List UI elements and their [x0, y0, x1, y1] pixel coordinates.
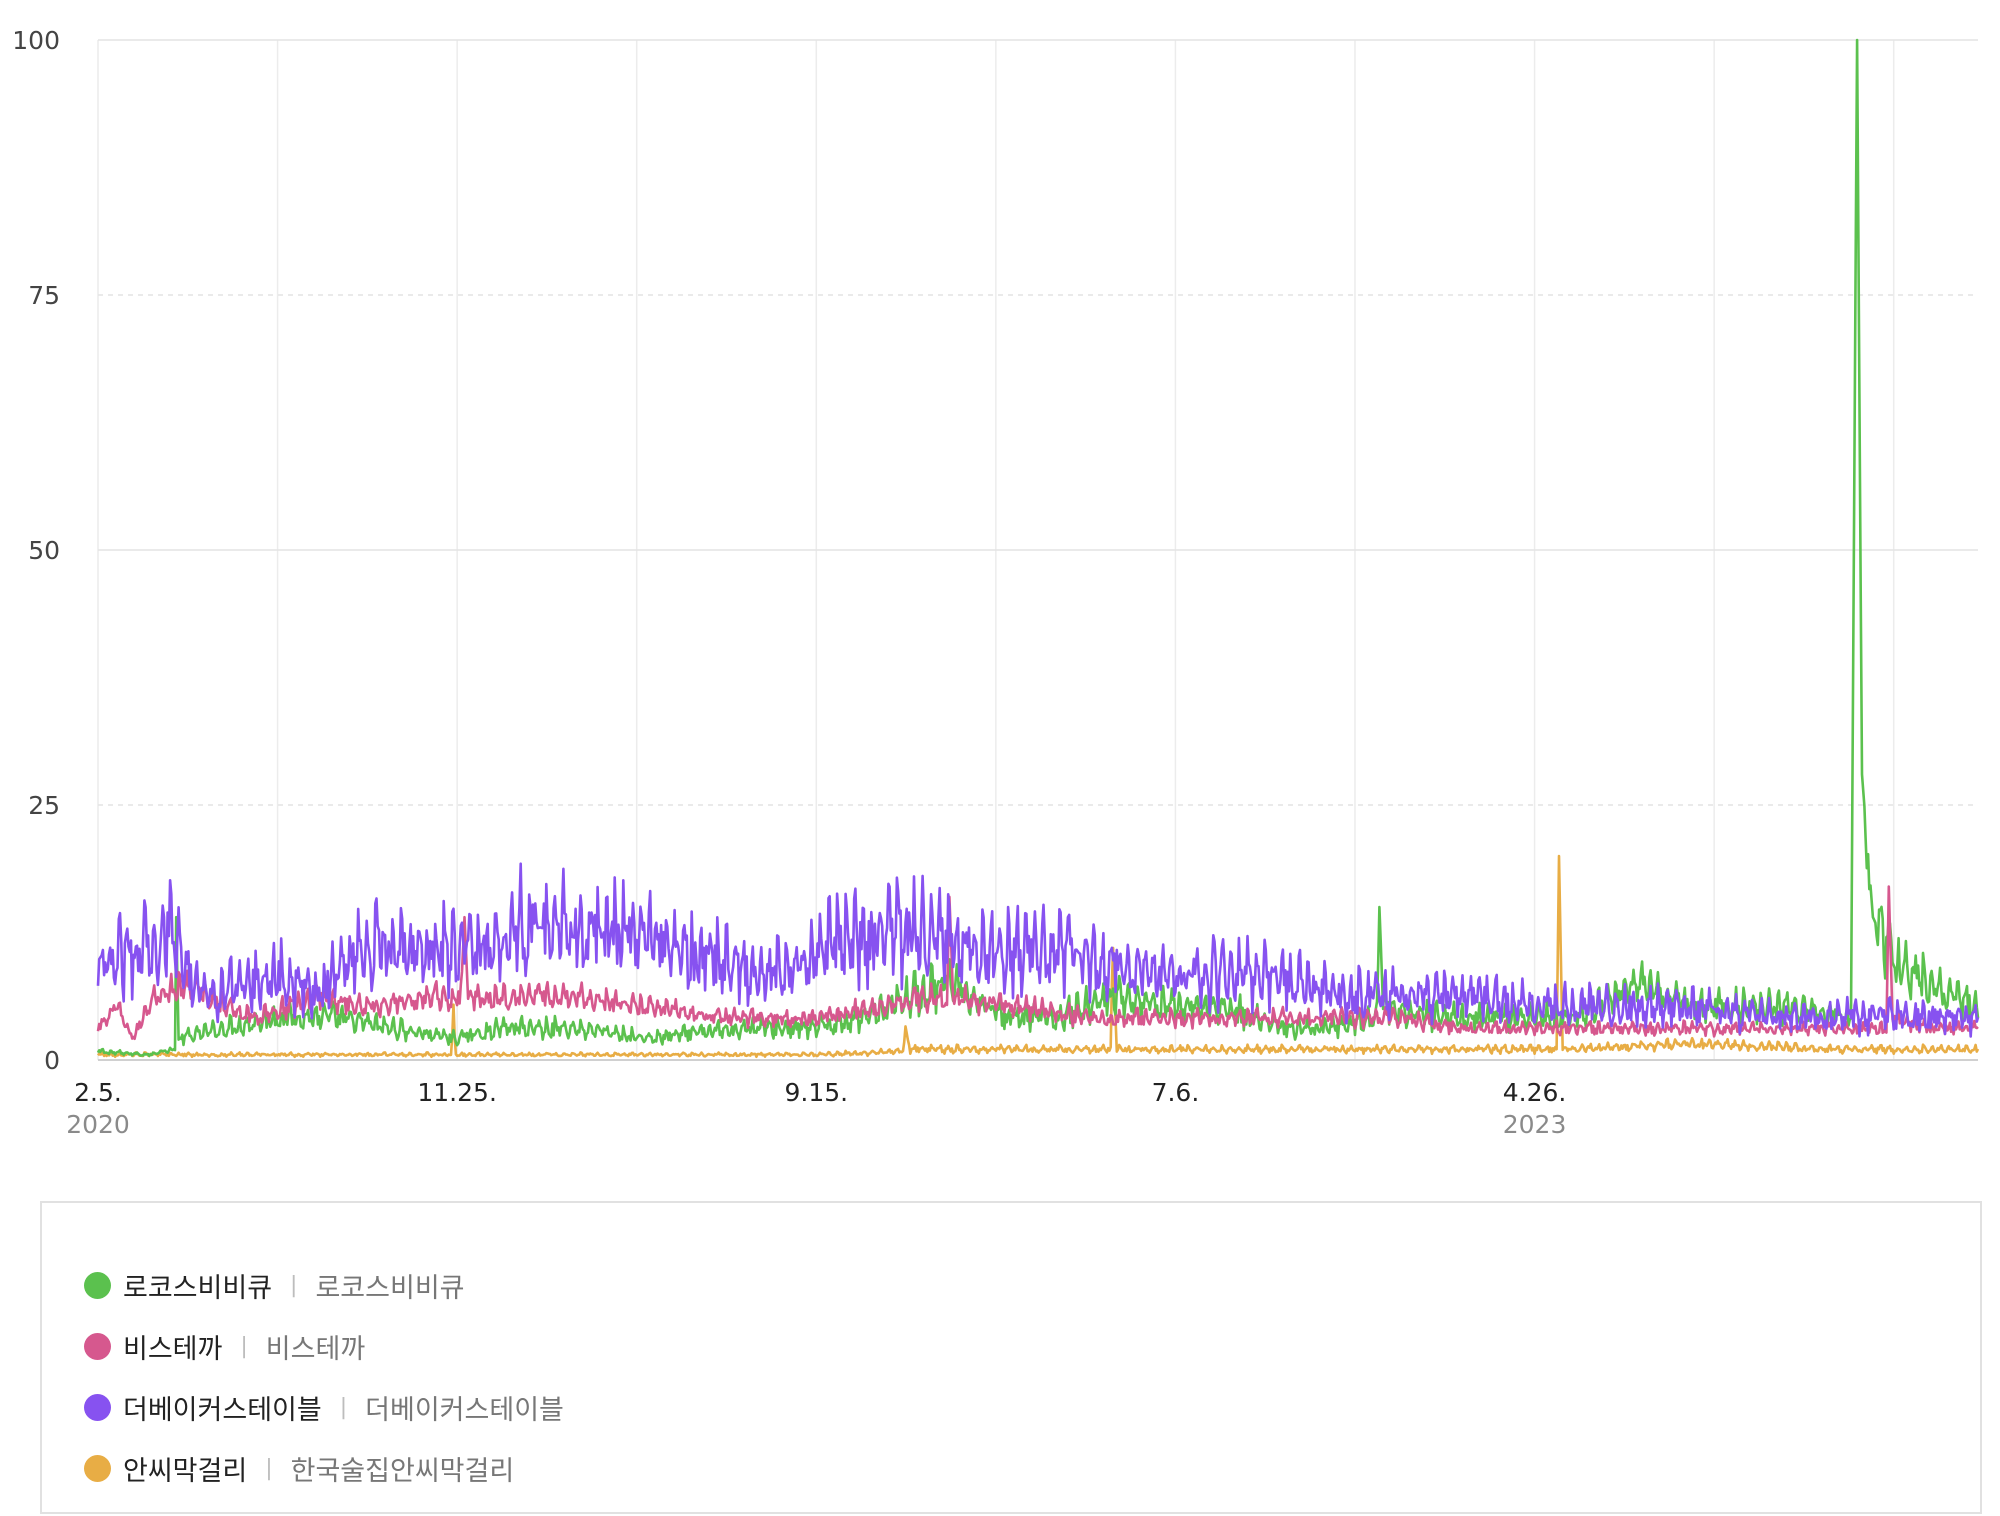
trend-chart: 0 25 50 75 100 2.5. 2020 11.25. 9.15. 7.6. 4.26. 20… — [12, 26, 1980, 1139]
y-tick-label: 0 — [44, 1046, 60, 1075]
legend-item[interactable]: 안씨막걸리 | 한국술집안씨막걸리 — [84, 1448, 514, 1488]
legend-name: 더베이커스테이블 — [123, 1394, 322, 1426]
legend-keyword: 비스테까 — [265, 1333, 366, 1365]
legend-separator: | — [240, 1333, 248, 1359]
legend-separator: | — [339, 1394, 348, 1420]
y-tick-label: 100 — [12, 26, 60, 55]
x-tick-label: 4.26. — [1503, 1078, 1567, 1107]
legend-dot — [84, 1393, 111, 1421]
x-tick-label: 11.25. — [417, 1078, 497, 1107]
series-lines — [96, 38, 1980, 1059]
series-line — [96, 862, 1980, 1038]
series-line — [97, 854, 1980, 1059]
legend-name: 로코스비비큐 — [123, 1272, 273, 1304]
legend-dot — [84, 1454, 111, 1482]
legend-item[interactable]: 로코스비비큐 | 로코스비비큐 — [84, 1265, 465, 1305]
y-tick-label: 25 — [28, 791, 60, 820]
grid — [97, 39, 1978, 1061]
series-line — [96, 38, 1980, 1058]
x-tick-year: 2020 — [66, 1110, 130, 1139]
series-line — [96, 885, 1979, 1041]
y-tick-label: 75 — [28, 281, 60, 310]
legend-keyword: 로코스비비큐 — [315, 1272, 465, 1304]
legend-keyword: 한국술집안씨막걸리 — [290, 1455, 515, 1487]
legend-name: 비스테까 — [123, 1333, 223, 1365]
legend-name: 안씨막걸리 — [123, 1455, 248, 1487]
legend-dot — [84, 1332, 111, 1360]
legend-item[interactable]: 비스테까 | 비스테까 — [84, 1326, 365, 1366]
x-tick-year: 2023 — [1503, 1110, 1567, 1139]
legend-separator: | — [290, 1272, 298, 1298]
x-tick-label: 7.6. — [1152, 1078, 1200, 1107]
legend-separator: | — [265, 1455, 273, 1481]
legend-item[interactable]: 더베이커스테이블 | 더베이커스테이블 — [84, 1387, 564, 1427]
y-tick-label: 50 — [28, 536, 60, 565]
legend-keyword: 더베이커스테이블 — [365, 1394, 564, 1426]
legend-dot — [84, 1271, 111, 1299]
legend: 로코스비비큐 | 로코스비비큐 비스테까 | 비스테까 더베이커스테이블 | 더… — [40, 1201, 1982, 1514]
x-tick-label: 2.5. — [74, 1078, 122, 1107]
x-tick-label: 9.15. — [784, 1078, 848, 1107]
axis-labels: 0 25 50 75 100 2.5. 2020 11.25. 9.15. 7.6. 4.26. 20… — [12, 26, 1566, 1139]
chart-svg: 0 25 50 75 100 2.5. 2020 11.25. 9.15. 7.6. 4.26. 20… — [12, 26, 1980, 1139]
